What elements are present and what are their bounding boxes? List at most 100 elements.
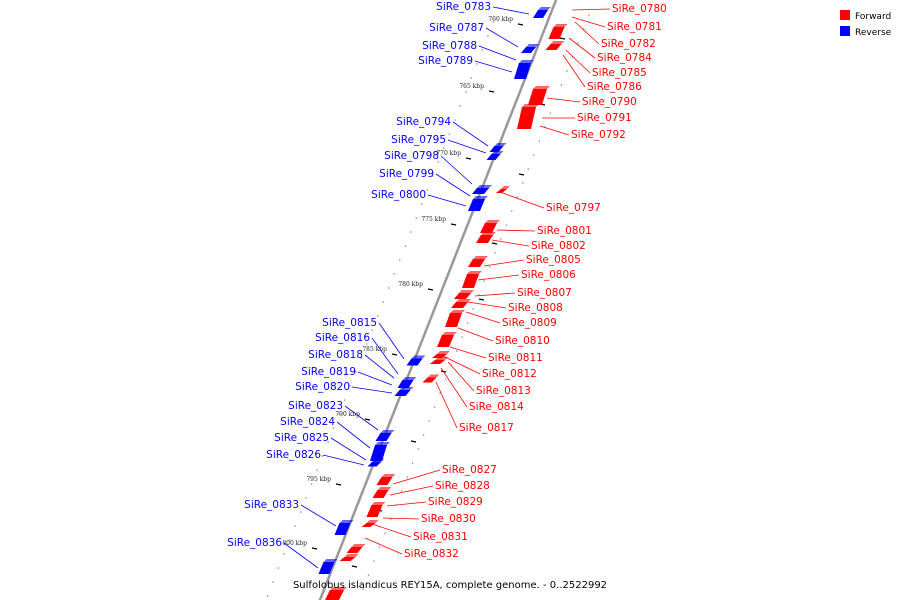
forward-gene-glyph[interactable] xyxy=(361,520,379,527)
reverse-gene-label[interactable]: SiRe_0815 xyxy=(322,317,377,329)
forward-gene-glyph[interactable] xyxy=(548,24,568,39)
forward-gene-glyph[interactable] xyxy=(325,587,347,600)
reverse-gene-glyph[interactable] xyxy=(318,559,338,574)
axis-tick xyxy=(517,23,524,26)
reverse-gene-label[interactable]: SiRe_0826 xyxy=(266,449,321,461)
reverse-gene-glyph[interactable] xyxy=(367,458,385,467)
reverse-gene-glyph[interactable] xyxy=(514,60,534,79)
feature-mark xyxy=(559,37,566,40)
reverse-gene-label[interactable]: SiRe_0833 xyxy=(244,499,299,511)
reverse-gene-glyph[interactable] xyxy=(489,143,507,152)
forward-gene-label[interactable]: SiRe_0806 xyxy=(521,269,576,281)
reverse-gene-label[interactable]: SiRe_0823 xyxy=(288,400,343,412)
forward-gene-label[interactable]: SiRe_0830 xyxy=(421,513,476,525)
forward-gene-label[interactable]: SiRe_0785 xyxy=(592,67,647,79)
reverse-gene-glyph[interactable] xyxy=(394,387,414,396)
forward-gene-label[interactable]: SiRe_0829 xyxy=(428,496,483,508)
forward-gene-glyph[interactable] xyxy=(346,544,366,553)
reverse-gene-leader xyxy=(485,27,519,48)
reverse-gene-label[interactable]: SiRe_0836 xyxy=(227,537,282,549)
forward-gene-label[interactable]: SiRe_0781 xyxy=(607,21,662,33)
forward-gene-glyph[interactable] xyxy=(517,104,539,129)
scale-dot xyxy=(470,77,473,79)
forward-gene-label[interactable]: SiRe_0786 xyxy=(587,81,642,93)
legend-reverse-swatch xyxy=(840,26,850,36)
forward-gene-label[interactable]: SiRe_0810 xyxy=(495,335,550,347)
reverse-gene-glyph[interactable] xyxy=(334,520,354,535)
reverse-gene-glyph[interactable] xyxy=(472,185,492,194)
reverse-gene-label[interactable]: SiRe_0783 xyxy=(436,1,491,13)
forward-gene-glyph[interactable] xyxy=(476,232,496,243)
reverse-gene-glyph[interactable] xyxy=(406,355,426,366)
forward-gene-label[interactable]: SiRe_0808 xyxy=(508,302,563,314)
forward-gene-label[interactable]: SiRe_0791 xyxy=(577,112,632,124)
reverse-gene-label[interactable]: SiRe_0819 xyxy=(301,366,356,378)
reverse-gene-label[interactable]: SiRe_0818 xyxy=(308,349,363,361)
forward-gene-glyph[interactable] xyxy=(468,256,488,267)
forward-gene-glyph[interactable] xyxy=(480,220,500,233)
reverse-gene-label[interactable]: SiRe_0794 xyxy=(396,116,451,128)
scale-dot xyxy=(488,266,491,268)
reverse-gene-glyph[interactable] xyxy=(521,44,539,53)
forward-gene-glyph[interactable] xyxy=(422,374,440,383)
forward-gene-label[interactable]: SiRe_0805 xyxy=(526,254,581,266)
reverse-gene-glyph[interactable] xyxy=(375,430,395,441)
reverse-gene-label[interactable]: SiRe_0816 xyxy=(315,332,370,344)
forward-gene-label[interactable]: SiRe_0828 xyxy=(435,480,490,492)
forward-gene-label[interactable]: SiRe_0802 xyxy=(531,240,586,252)
reverse-gene-glyph[interactable] xyxy=(533,7,551,18)
forward-gene-label[interactable]: SiRe_0817 xyxy=(459,422,514,434)
reverse-gene-label[interactable]: SiRe_0799 xyxy=(379,168,434,180)
forward-gene-label[interactable]: SiRe_0780 xyxy=(612,3,667,15)
reverse-gene-label[interactable]: SiRe_0825 xyxy=(274,432,329,444)
forward-gene-glyph[interactable] xyxy=(451,299,471,308)
forward-gene-glyph[interactable] xyxy=(437,332,457,347)
forward-gene-glyph[interactable] xyxy=(496,186,510,193)
reverse-gene-label[interactable]: SiRe_0824 xyxy=(280,416,335,428)
forward-gene-label[interactable]: SiRe_0827 xyxy=(442,464,497,476)
forward-gene-glyph[interactable] xyxy=(528,86,550,105)
forward-gene-label[interactable]: SiRe_0812 xyxy=(482,368,537,380)
forward-gene-label[interactable]: SiRe_0813 xyxy=(476,385,531,397)
axis-tick xyxy=(450,223,457,226)
forward-gene-glyph[interactable] xyxy=(432,351,450,358)
forward-gene-label[interactable]: SiRe_0801 xyxy=(537,225,592,237)
reverse-gene-glyph[interactable] xyxy=(486,151,504,160)
forward-gene-label[interactable]: SiRe_0790 xyxy=(582,96,637,108)
forward-gene-label[interactable]: SiRe_0807 xyxy=(517,287,572,299)
reverse-gene-glyph[interactable] xyxy=(397,377,417,388)
reverse-gene-label[interactable]: SiRe_0798 xyxy=(384,150,439,162)
forward-gene-glyph[interactable] xyxy=(454,290,474,299)
scale-dot xyxy=(487,35,489,37)
reverse-gene-label[interactable]: SiRe_0787 xyxy=(429,22,484,34)
forward-gene-label[interactable]: SiRe_0814 xyxy=(469,401,524,413)
reverse-gene-label[interactable]: SiRe_0795 xyxy=(391,134,446,146)
forward-gene-label[interactable]: SiRe_0792 xyxy=(571,129,626,141)
axis-tick xyxy=(364,418,371,421)
reverse-gene-label[interactable]: SiRe_0800 xyxy=(371,189,426,201)
forward-gene-label[interactable]: SiRe_0811 xyxy=(488,352,543,364)
forward-gene-label[interactable]: SiRe_0784 xyxy=(597,52,652,64)
forward-gene-glyph[interactable] xyxy=(445,310,465,327)
forward-gene-glyph[interactable] xyxy=(376,474,396,485)
forward-gene-glyph[interactable] xyxy=(545,41,565,50)
reverse-gene-glyph[interactable] xyxy=(370,442,390,461)
forward-gene-glyph[interactable] xyxy=(366,502,386,517)
reverse-gene-glyph[interactable] xyxy=(468,196,488,211)
forward-gene-label[interactable]: SiRe_0831 xyxy=(413,531,468,543)
scale-dot xyxy=(527,168,530,170)
forward-gene-label[interactable]: SiRe_0797 xyxy=(546,202,601,214)
forward-gene-label[interactable]: SiRe_0832 xyxy=(404,548,459,560)
forward-gene-glyph[interactable] xyxy=(339,554,359,561)
reverse-gene-label[interactable]: SiRe_0788 xyxy=(422,40,477,52)
forward-gene-glyph[interactable] xyxy=(372,487,392,498)
axis-tick xyxy=(311,547,318,550)
forward-gene-label[interactable]: SiRe_0809 xyxy=(502,317,557,329)
reverse-gene-label[interactable]: SiRe_0789 xyxy=(418,55,473,67)
forward-gene-glyph[interactable] xyxy=(462,271,482,288)
reverse-gene-label[interactable]: SiRe_0820 xyxy=(295,381,350,393)
axis-tick xyxy=(335,483,342,486)
forward-gene-glyph[interactable] xyxy=(430,357,448,364)
forward-gene-label[interactable]: SiRe_0782 xyxy=(601,38,656,50)
axis-tick-label: 775 kbp xyxy=(421,216,446,223)
